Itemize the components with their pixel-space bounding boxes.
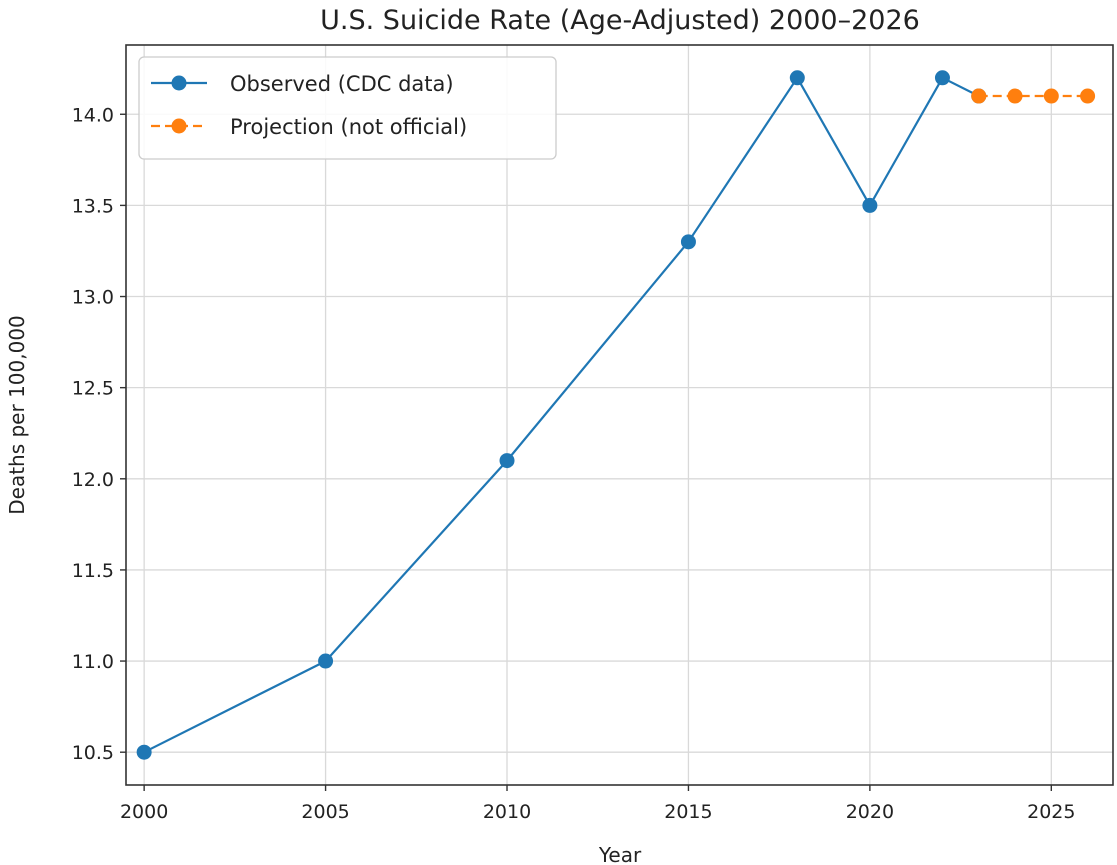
x-tick-label: 2010 <box>483 801 531 823</box>
data-point-projection-2026 <box>1080 88 1096 104</box>
series-group <box>136 70 1096 760</box>
legend-projection-label: Projection (not official) <box>230 115 467 139</box>
legend-box <box>138 56 557 160</box>
grid <box>126 45 1113 785</box>
y-tick-label: 12.5 <box>72 378 114 400</box>
y-axis-ticks: 10.5 11.0 11.5 12.0 12.5 13.0 13.5 14.0 <box>72 104 126 764</box>
x-tick-label: 2020 <box>846 801 894 823</box>
series-line-observed <box>143 76 980 754</box>
data-point-observed-2005 <box>318 653 334 669</box>
y-tick-label: 12.0 <box>72 469 114 491</box>
y-axis-title: Deaths per 100,000 <box>5 315 29 515</box>
data-point-observed-2010 <box>499 453 515 469</box>
y-tick-label: 11.0 <box>72 651 114 673</box>
x-axis-title: Year <box>598 843 642 865</box>
x-tick-label: 2025 <box>1027 801 1075 823</box>
chart-title: U.S. Suicide Rate (Age-Adjusted) 2000–20… <box>320 5 920 36</box>
data-point-observed-2020 <box>862 197 878 213</box>
legend: Observed (CDC data) Projection (not offi… <box>138 56 557 160</box>
y-tick-label: 11.5 <box>72 560 114 582</box>
legend-observed-label: Observed (CDC data) <box>230 72 454 96</box>
y-tick-label: 10.5 <box>72 742 114 764</box>
x-axis-ticks: 2000 2005 2010 2015 2020 2025 <box>120 785 1075 823</box>
plot-area-frame <box>125 44 1114 786</box>
data-point-observed-2018 <box>789 70 805 86</box>
x-tick-label: 2015 <box>664 801 712 823</box>
data-point-observed-2000 <box>136 744 152 760</box>
y-tick-label: 13.5 <box>72 195 114 217</box>
data-point-observed-2022 <box>934 70 950 86</box>
data-point-projection-2025 <box>1043 88 1059 104</box>
y-tick-label: 14.0 <box>72 104 114 126</box>
x-tick-label: 2005 <box>301 801 349 823</box>
data-point-projection-2024 <box>1007 88 1023 104</box>
data-point-observed-2015 <box>680 234 696 250</box>
legend-observed-marker <box>171 75 187 91</box>
legend-projection-marker <box>171 118 187 134</box>
data-point-projection-2023 <box>971 88 987 104</box>
x-tick-label: 2000 <box>120 801 168 823</box>
y-tick-label: 13.0 <box>72 287 114 309</box>
